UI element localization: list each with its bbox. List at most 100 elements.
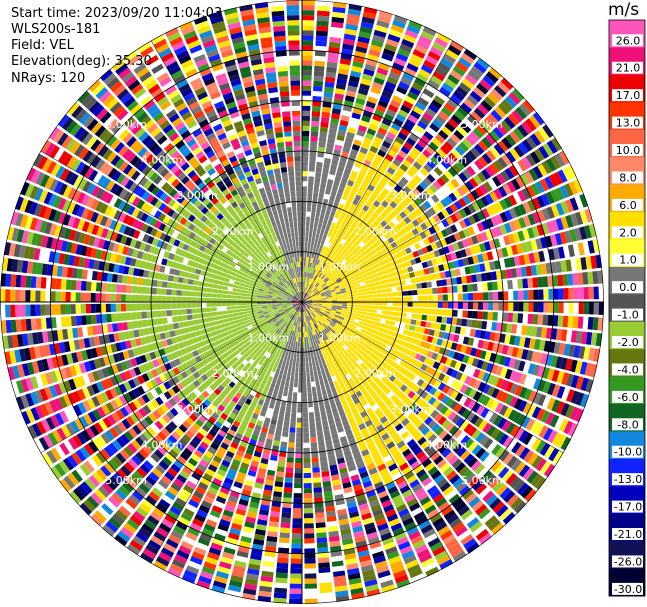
- velocity-cell: [305, 272, 308, 278]
- velocity-cell: [339, 265, 345, 270]
- velocity-cell: [408, 58, 421, 68]
- velocity-cell: [469, 90, 482, 103]
- velocity-cell: [291, 351, 295, 357]
- velocity-cell: [445, 206, 454, 215]
- velocity-cell: [381, 118, 392, 127]
- velocity-cell: [311, 297, 317, 300]
- velocity-cell: [316, 265, 320, 271]
- velocity-cell: [402, 72, 415, 82]
- velocity-cell: [345, 23, 358, 31]
- velocity-cell: [312, 263, 317, 269]
- velocity-cell: [303, 332, 306, 338]
- velocity-cell: [360, 21, 374, 30]
- velocity-cell: [450, 114, 462, 125]
- velocity-cell: [283, 492, 292, 498]
- velocity-cell: [533, 302, 539, 313]
- velocity-cell: [310, 351, 314, 357]
- velocity-cell: [420, 213, 428, 222]
- velocity-cell: [399, 163, 409, 172]
- velocity-cell: [495, 214, 504, 225]
- velocity-cell: [434, 37, 449, 48]
- velocity-cell: [493, 291, 499, 301]
- velocity-cell: [306, 298, 312, 301]
- velocity-cell: [354, 283, 361, 288]
- velocity-cell: [302, 292, 304, 297]
- velocity-cell: [483, 292, 489, 301]
- velocity-cell: [545, 191, 555, 205]
- velocity-cell: [332, 300, 338, 302]
- velocity-cell: [378, 179, 387, 188]
- velocity-cell: [454, 200, 463, 210]
- velocity-cell: [329, 195, 336, 202]
- velocity-cell: [399, 211, 407, 219]
- velocity-cell: [339, 198, 347, 205]
- velocity-cell: [321, 172, 328, 179]
- velocity-cell: [281, 512, 291, 519]
- velocity-cell: [315, 517, 326, 523]
- velocity-cell: [537, 276, 544, 288]
- velocity-cell: [303, 271, 305, 277]
- velocity-cell: [325, 236, 331, 242]
- velocity-cell: [302, 171, 308, 177]
- velocity-cell: [314, 181, 320, 188]
- velocity-cell: [475, 186, 485, 198]
- velocity-cell: [302, 298, 306, 302]
- velocity-cell: [289, 427, 296, 433]
- velocity-cell: [349, 239, 356, 246]
- velocity-cell: [319, 379, 325, 386]
- velocity-cell: [303, 261, 306, 267]
- velocity-cell: [478, 302, 484, 310]
- velocity-cell: [330, 222, 337, 229]
- velocity-cell: [479, 184, 489, 195]
- velocity-cell: [362, 230, 369, 238]
- velocity-cell: [311, 296, 317, 299]
- velocity-cell: [373, 136, 383, 145]
- velocity-cell: [476, 273, 482, 282]
- velocity-cell: [404, 95, 416, 105]
- velocity-cell: [313, 370, 318, 377]
- velocity-cell: [416, 157, 426, 167]
- velocity-cell: [485, 229, 493, 240]
- velocity-cell: [387, 292, 393, 297]
- velocity-cell: [361, 115, 371, 123]
- velocity-cell: [415, 184, 425, 194]
- velocity-cell: [437, 309, 443, 316]
- velocity-cell: [486, 321, 493, 331]
- velocity-cell: [522, 313, 529, 324]
- velocity-cell: [407, 91, 419, 101]
- velocity-cell: [285, 406, 291, 413]
- velocity-cell: [424, 219, 433, 228]
- velocity-cell: [476, 320, 483, 329]
- velocity-cell: [553, 302, 559, 313]
- velocity-cell: [343, 234, 349, 241]
- velocity-cell: [359, 257, 365, 264]
- velocity-cell: [593, 302, 599, 315]
- velocity-cell: [310, 442, 318, 448]
- velocity-cell: [525, 118, 537, 132]
- velocity-cell: [408, 133, 419, 143]
- velocity-cell: [377, 293, 383, 298]
- velocity-cell: [384, 171, 393, 179]
- velocity-cell: [422, 295, 428, 301]
- velocity-cell: [305, 282, 308, 288]
- velocity-cell: [328, 268, 334, 274]
- velocity-cell: [356, 41, 369, 49]
- velocity-cell: [490, 203, 499, 215]
- velocity-cell: [396, 193, 405, 202]
- velocity-cell: [391, 209, 399, 217]
- velocity-cell: [290, 422, 296, 428]
- velocity-cell: [335, 260, 341, 267]
- velocity-cell: [442, 302, 448, 309]
- velocity-cell: [313, 75, 324, 82]
- velocity-cell: [397, 291, 403, 297]
- velocity-cell: [336, 219, 343, 226]
- velocity-cell: [392, 297, 398, 302]
- velocity-cell: [320, 293, 326, 296]
- velocity-cell: [305, 231, 309, 237]
- velocity-cell: [543, 289, 549, 300]
- velocity-cell: [423, 131, 434, 141]
- velocity-cell: [305, 282, 307, 288]
- velocity-cell: [313, 289, 319, 293]
- velocity-cell: [562, 245, 570, 258]
- velocity-cell: [417, 289, 423, 295]
